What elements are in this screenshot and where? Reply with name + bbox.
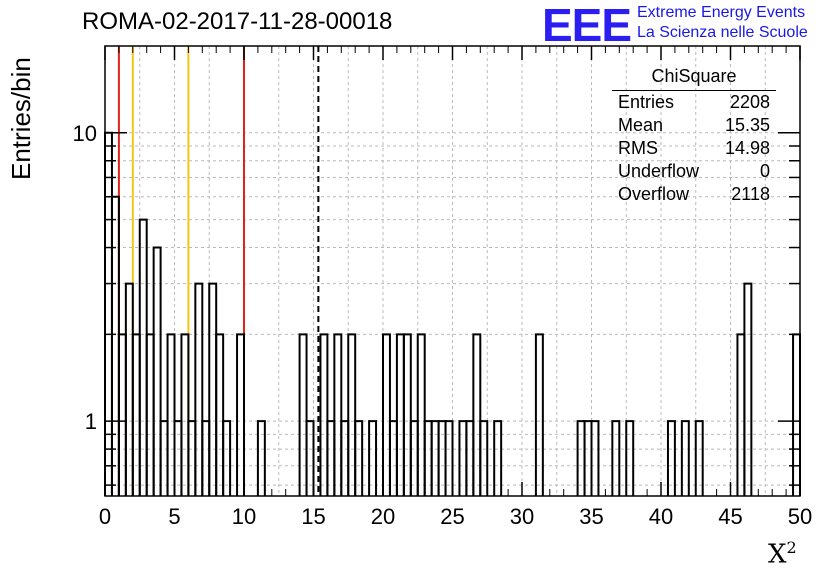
- histogram-bin: [680, 420, 690, 496]
- eee-logo: EEE: [542, 0, 632, 51]
- logo-caption: Extreme Energy Events La Scienza nelle S…: [637, 3, 808, 43]
- stats-value: 15.35: [724, 115, 770, 135]
- histogram-bin: [131, 333, 141, 496]
- histogram-bin: [104, 131, 113, 496]
- histogram-bin: [382, 333, 391, 496]
- histogram-bin: [792, 333, 801, 496]
- chart-title: ROMA-02-2017-11-28-00018: [82, 8, 393, 35]
- histogram-bin: [236, 333, 245, 496]
- stats-row-overflow: Overflow 2118: [612, 183, 776, 206]
- histogram-bin: [368, 420, 378, 496]
- histogram-bin: [215, 333, 225, 496]
- histogram-bin: [347, 333, 357, 496]
- x-axis-label-superscript: 2: [786, 538, 797, 557]
- x-tick-label: 0: [99, 504, 111, 529]
- stats-row-underflow: Underflow 0: [612, 160, 776, 183]
- histogram-bin: [493, 420, 503, 496]
- histogram-bin: [354, 420, 364, 496]
- tick-marks: [104, 46, 801, 496]
- histogram-bin: [256, 420, 266, 496]
- histogram-bin: [305, 420, 315, 496]
- x-tick-label: 15: [301, 504, 325, 529]
- y-tick-label: 10: [73, 121, 97, 146]
- histogram-bin: [319, 333, 329, 496]
- logo-caption-line2: La Scienza nelle Scuole: [637, 24, 808, 41]
- x-tick-label: 40: [649, 504, 673, 529]
- x-tick-label: 30: [510, 504, 534, 529]
- histogram-bin: [625, 420, 635, 496]
- tick-labels: 0 5 10 15 20 25 30 35 40 45 50 1 10: [73, 121, 813, 529]
- stats-value: 0: [759, 161, 770, 181]
- histogram-bin: [590, 420, 600, 496]
- histogram-bin: [402, 333, 412, 496]
- stats-row-rms: RMS 14.98: [612, 137, 776, 160]
- stats-label: Entries: [618, 92, 675, 112]
- x-tick-label: 10: [232, 504, 256, 529]
- histogram-bin: [166, 333, 176, 496]
- histogram-bin: [736, 333, 746, 496]
- histogram-bin: [416, 333, 426, 496]
- stats-label: Mean: [618, 115, 664, 135]
- x-tick-label: 45: [718, 504, 742, 529]
- histogram-bin: [194, 282, 204, 496]
- stats-row-mean: Mean 15.35: [612, 114, 776, 137]
- histogram-bin: [152, 246, 162, 496]
- logo-caption-line1: Extreme Energy Events: [637, 4, 806, 21]
- histogram-bin: [333, 333, 343, 496]
- y-tick-label: 1: [85, 409, 97, 434]
- x-tick-label: 50: [788, 504, 812, 529]
- histogram-bin: [479, 420, 489, 496]
- reference-lines: [117, 46, 320, 496]
- x-tick-label: 5: [168, 504, 180, 529]
- histogram-bin: [694, 420, 704, 496]
- histogram-bin: [444, 420, 454, 496]
- x-tick-label: 25: [440, 504, 464, 529]
- histogram-bin: [666, 420, 676, 496]
- histogram-bin: [180, 333, 190, 496]
- histogram-bin: [110, 195, 120, 496]
- histogram-bin: [611, 420, 621, 496]
- stats-label: RMS: [618, 138, 658, 158]
- x-axis-label: X2: [768, 538, 797, 570]
- histogram-bin: [145, 333, 155, 496]
- histogram-bin: [298, 333, 308, 496]
- x-tick-label: 20: [371, 504, 395, 529]
- stats-box: ChiSquare Entries 2208 Mean 15.35 RMS 14.98…: [612, 66, 776, 206]
- y-axis-label: Entries/bin: [6, 57, 36, 180]
- histogram-bin: [208, 282, 218, 496]
- x-tick-label: 35: [579, 504, 603, 529]
- stats-box-title: ChiSquare: [612, 66, 776, 91]
- stats-value: 2208: [729, 92, 770, 112]
- histogram-bin: [117, 333, 127, 496]
- histogram-bin: [395, 333, 405, 496]
- histogram-bin: [138, 218, 148, 496]
- stats-value: 14.98: [724, 138, 770, 158]
- stats-value: 2118: [731, 184, 770, 204]
- histogram-bin: [743, 282, 753, 496]
- stats-label: Overflow: [618, 184, 690, 204]
- histogram-bin: [222, 420, 232, 496]
- histogram-bin: [472, 333, 482, 496]
- stats-label: Underflow: [618, 161, 700, 181]
- stats-row-entries: Entries 2208: [612, 91, 776, 114]
- histogram-bin: [124, 282, 134, 496]
- histogram-bin: [534, 333, 544, 496]
- x-axis-label-base: X: [768, 539, 787, 570]
